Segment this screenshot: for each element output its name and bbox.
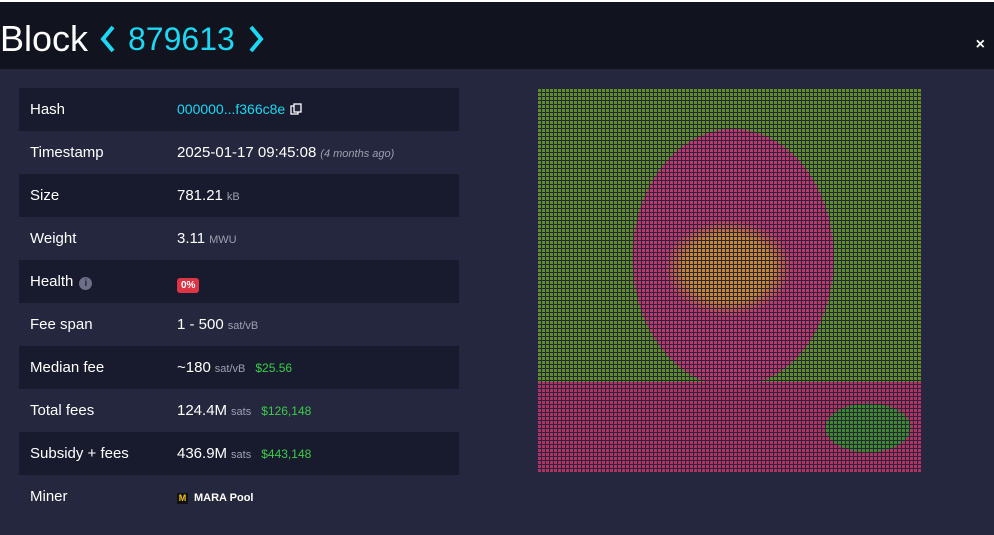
table-row: Median fee ~180 sat/vB $25.56	[19, 346, 459, 389]
row-value: ~180 sat/vB $25.56	[177, 359, 292, 376]
table-row: Miner M MARA Pool	[19, 475, 459, 518]
prev-block[interactable]	[98, 24, 118, 54]
value-text: ~180	[177, 359, 211, 376]
row-value: M MARA Pool	[177, 488, 253, 505]
info-icon: i	[79, 277, 93, 290]
row-value: 124.4M sats $126,148	[177, 402, 311, 419]
label-text: Health	[30, 273, 74, 290]
value-text: 1 - 500	[177, 316, 224, 333]
unit: sats	[231, 406, 252, 418]
fiat-value: $126,148	[261, 404, 312, 418]
fiat-value: $25.56	[255, 361, 293, 375]
unit: kB	[226, 191, 240, 203]
next-block[interactable]	[246, 24, 266, 54]
value-text: 3.11	[177, 230, 206, 247]
table-row: Fee span 1 - 500 sat/vB	[19, 303, 459, 346]
close-button[interactable]: ×	[975, 36, 985, 53]
table-row: Weight 3.11 MWU	[19, 217, 459, 260]
row-label: Subsidy + fees	[30, 445, 129, 462]
label-text: Size	[30, 187, 60, 204]
label-text: Total fees	[30, 402, 95, 419]
row-value: 000000...f366c8e	[177, 101, 302, 118]
table-row: Timestamp 2025-01-17 09:45:08 (4 months ag…	[19, 131, 459, 174]
value-text: 436.9M	[177, 445, 228, 462]
row-label: Size	[30, 187, 59, 204]
label-text: Median fee	[30, 359, 105, 376]
unit: sat/vB	[214, 363, 246, 375]
row-value: 1 - 500 sat/vB	[177, 316, 258, 333]
row-label: Timestamp	[30, 144, 104, 161]
label-text: Timestamp	[30, 144, 104, 161]
value-text: 781.21	[177, 187, 223, 204]
row-label: Hash	[30, 101, 65, 118]
table-row: Hash 000000...f366c8e	[19, 88, 459, 131]
value-text: 2025-01-17 09:45:08	[177, 144, 317, 161]
label-text: Fee span	[30, 316, 93, 333]
label-text: Subsidy + fees	[30, 445, 129, 462]
row-label: Miner	[30, 488, 68, 505]
label-text: Weight	[30, 230, 77, 247]
row-value: 436.9M sats $443,148	[177, 445, 311, 462]
row-value: 2025-01-17 09:45:08 (4 months ago)	[177, 144, 394, 161]
label-text: Hash	[30, 101, 66, 118]
table-row: Health i 0%	[19, 260, 459, 303]
row-label: Total fees	[30, 402, 94, 419]
copy-button[interactable]	[285, 101, 302, 118]
details-table: Hash 000000...f366c8e Timestamp 2025-01-17 …	[19, 88, 459, 518]
fiat-value: $443,148	[261, 447, 312, 461]
label-text: Miner	[30, 488, 68, 505]
row-value: 781.21 kB	[177, 187, 240, 204]
row-value: 0%	[177, 273, 200, 293]
row-label: Fee span	[30, 316, 93, 333]
miner-logo: M	[177, 493, 188, 504]
block-height[interactable]: 879613	[128, 21, 235, 57]
health-badge: 0%	[177, 278, 200, 293]
table-row: Subsidy + fees 436.9M sats $443,148	[19, 432, 459, 475]
unit: MWU	[209, 234, 237, 246]
relative-time: (4 months ago)	[320, 148, 395, 160]
unit: sats	[231, 449, 252, 461]
row-label: Median fee	[30, 359, 104, 376]
row-label: Health i	[30, 273, 93, 290]
row-label: Weight	[30, 230, 76, 247]
unit: sat/vB	[227, 320, 259, 332]
value-text: 124.4M	[177, 402, 228, 419]
block-visualization	[538, 88, 922, 472]
hash-link[interactable]: 000000...f366c8e	[177, 101, 286, 117]
table-row: Total fees 124.4M sats $126,148	[19, 389, 459, 432]
title: Block	[0, 18, 89, 59]
row-value: 3.11 MWU	[177, 230, 237, 247]
table-row: Size 781.21 kB	[19, 174, 459, 217]
header: Block 879613 ×	[0, 2, 994, 69]
value-text[interactable]: MARA Pool	[194, 492, 254, 504]
